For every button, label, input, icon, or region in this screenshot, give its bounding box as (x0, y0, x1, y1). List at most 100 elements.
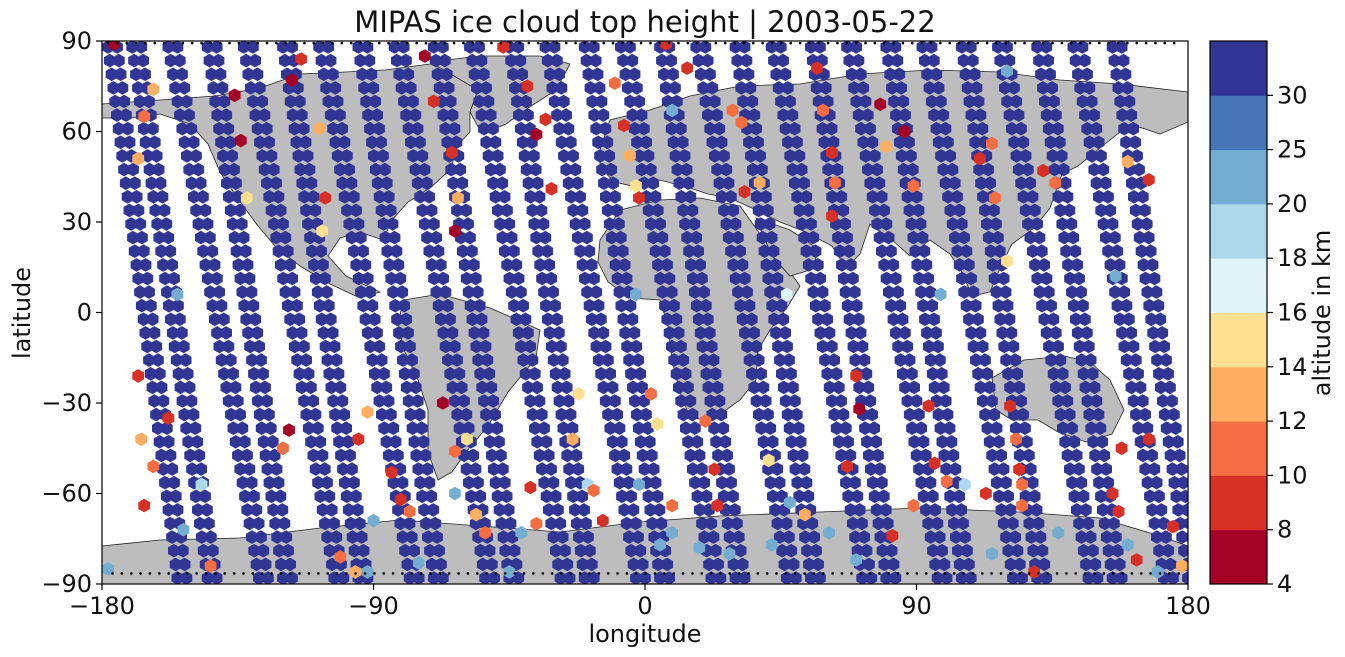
cloud-point-high (492, 203, 504, 218)
cloud-point-high (516, 67, 528, 82)
cloud-point-high (924, 285, 936, 299)
cloud-point-high (154, 176, 167, 190)
cloud-point-high (960, 298, 973, 313)
cloud-point-high (979, 407, 992, 422)
cloud-point-high (789, 176, 801, 190)
cloud-point-high (863, 557, 875, 572)
cloud-point-high (411, 121, 424, 136)
cloud-point-high (857, 81, 869, 95)
cloud-point-high (771, 271, 784, 286)
cloud-point-high (474, 367, 487, 381)
cloud-point-high (884, 67, 897, 82)
cloud-point-high (400, 108, 413, 122)
cloud-point-high (180, 94, 193, 109)
cloud-point-high (412, 462, 425, 476)
polar-dot (307, 572, 311, 575)
cloud-point-high (826, 394, 838, 408)
cloud-point-high (1034, 530, 1047, 544)
cloud-point-high (227, 367, 239, 381)
cloud-point-high (400, 53, 412, 68)
cloud-point-high (871, 162, 883, 177)
cloud-point-high (1047, 312, 1060, 327)
cloud-point-high (715, 190, 728, 204)
cloud-point-high (161, 421, 173, 435)
cloud-point-high (785, 367, 797, 381)
cloud-point-high (270, 462, 283, 476)
cloud-point-high (556, 530, 569, 544)
cloud-point-high (431, 67, 444, 82)
cloud-point-high (667, 67, 679, 82)
cloud-point-high (864, 394, 877, 408)
cloud-point-high (1123, 94, 1136, 109)
cloud-point-high (970, 353, 982, 367)
cloud-point-high (762, 462, 775, 476)
cloud-point-high (833, 435, 845, 449)
cloud-point-high (771, 516, 784, 531)
cloud-point-high (274, 203, 287, 218)
cloud-point-high (250, 380, 262, 395)
cloud-point-high (723, 462, 735, 476)
cloud-point-high (910, 448, 923, 463)
cloud-point-high (729, 41, 742, 54)
cloud-point-high (378, 421, 391, 435)
cloud-point-high (1138, 203, 1151, 218)
cloud-point-high (251, 326, 264, 340)
polar-dot (840, 572, 844, 575)
cloud-point-high (736, 312, 749, 327)
cloud-point-high (647, 230, 660, 245)
cloud-point-high (453, 421, 466, 435)
cloud-point-high (424, 543, 436, 558)
cloud-point-high (1060, 244, 1073, 258)
cloud-point-high (439, 121, 452, 136)
cloud-point-high (796, 217, 808, 231)
polar-dot (396, 41, 400, 45)
cloud-point-high (539, 41, 552, 54)
cloud-point-high (957, 53, 970, 68)
cloud-point-high (254, 135, 266, 150)
cloud-point-high (1080, 557, 1092, 572)
cloud-point-high (1111, 543, 1124, 558)
cloud-point-high (286, 571, 298, 584)
cloud-point-high (1075, 353, 1088, 367)
cloud-point-high (988, 271, 1001, 286)
cloud-point-high (462, 217, 474, 231)
cloud-point-high (255, 353, 267, 367)
cloud-point-high (1069, 53, 1082, 68)
cloud-point-high (780, 571, 793, 584)
cloud-point-high (267, 503, 280, 517)
cloud-point-high (177, 339, 190, 354)
polar-dot (667, 41, 671, 45)
cloud-point-low (138, 109, 151, 124)
cloud-point-high (597, 108, 610, 122)
cloud-point-high (524, 190, 537, 204)
cloud-point-high (938, 557, 951, 572)
cloud-point-high (416, 489, 429, 504)
cloud-point-high (595, 94, 608, 109)
cloud-point-high (588, 271, 600, 286)
cloud-point-high (778, 380, 790, 395)
cloud-point-high (215, 298, 228, 313)
cloud-point-low (470, 507, 482, 522)
cloud-point-high (245, 285, 258, 299)
cloud-point-high (731, 53, 744, 68)
cloud-point-high (248, 489, 260, 504)
cloud-point-high (204, 530, 217, 544)
cloud-point-high (814, 271, 826, 286)
cloud-point-high (1097, 503, 1109, 517)
cloud-point-high (425, 203, 438, 218)
cloud-point-low (162, 411, 175, 425)
cloud-point-high (683, 244, 695, 258)
cloud-point-high (775, 94, 787, 109)
cloud-point-high (137, 121, 150, 136)
cloud-point-high (236, 285, 249, 299)
polar-dot (434, 41, 437, 45)
cloud-point-high (291, 353, 303, 367)
cloud-point-high (905, 217, 918, 231)
cloud-point-low (817, 103, 829, 118)
cloud-point-high (157, 258, 169, 272)
cloud-point-high (111, 108, 123, 122)
cloud-point-high (166, 530, 178, 544)
cloud-point-high (253, 407, 266, 422)
polar-dot (429, 572, 432, 575)
cloud-point-high (221, 176, 233, 190)
